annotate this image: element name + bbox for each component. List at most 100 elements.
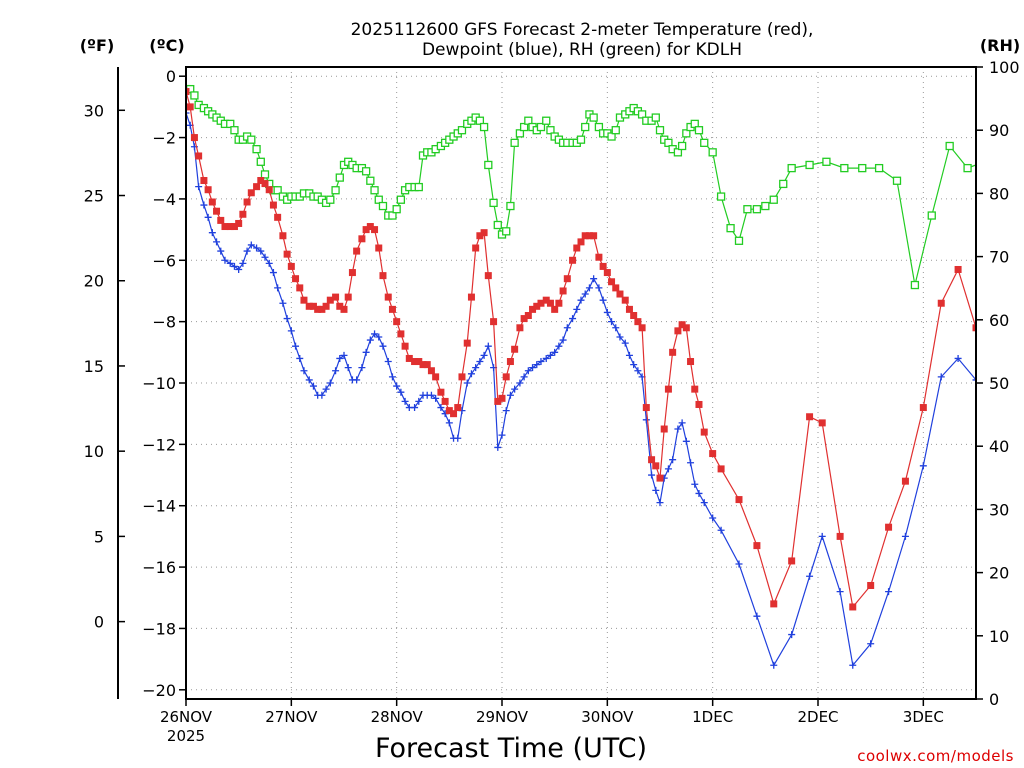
dewpoint-point bbox=[344, 364, 352, 372]
temperature-point bbox=[257, 177, 265, 185]
rh-point bbox=[374, 195, 383, 204]
credit-text: coolwx.com/models bbox=[857, 747, 1014, 765]
rh-point bbox=[769, 195, 778, 204]
celsius-tick-label: −20 bbox=[142, 681, 176, 700]
rh-point bbox=[502, 227, 511, 236]
dewpoint-point bbox=[305, 376, 313, 384]
temperature-point bbox=[638, 324, 646, 332]
dewpoint-point bbox=[954, 354, 962, 362]
dewpoint-point bbox=[849, 661, 857, 669]
temperature-point bbox=[427, 367, 435, 375]
rh-point bbox=[536, 122, 546, 132]
temperature-point bbox=[484, 272, 492, 280]
x-tick-label: 30NOV bbox=[581, 708, 634, 726]
rh-point bbox=[546, 126, 555, 135]
temperature-point bbox=[200, 177, 208, 185]
dewpoint-point bbox=[401, 397, 409, 405]
dewpoint-point bbox=[506, 391, 514, 399]
rh-point bbox=[716, 192, 726, 201]
x-tick-label: 27NOV bbox=[265, 708, 318, 726]
temperature-point bbox=[682, 324, 690, 332]
dewpoint-point bbox=[691, 480, 699, 488]
temperature-point bbox=[642, 404, 650, 412]
dewpoint-point bbox=[695, 489, 703, 497]
temperature-point bbox=[520, 315, 528, 323]
temperature-point bbox=[788, 557, 796, 565]
temperature-point bbox=[423, 361, 431, 369]
celsius-tick-label: −8 bbox=[152, 313, 176, 332]
dewpoint-point bbox=[625, 351, 633, 359]
temperature-point bbox=[213, 207, 221, 215]
rh-point bbox=[787, 163, 796, 173]
dewpoint-point bbox=[353, 376, 361, 384]
temperature-point bbox=[616, 290, 624, 298]
temperature-point bbox=[585, 232, 593, 240]
x-axis-label: Forecast Time (UTC) bbox=[375, 733, 647, 764]
rh-tick-label: 60 bbox=[989, 311, 1009, 330]
temperature-point bbox=[437, 388, 445, 396]
fahrenheit-tick-label: 30 bbox=[84, 101, 104, 120]
rh-point bbox=[542, 116, 551, 125]
temperature-point bbox=[362, 226, 370, 234]
dewpoint-point bbox=[563, 324, 571, 332]
dewpoint-point bbox=[362, 348, 370, 356]
dewpoint-point bbox=[735, 560, 743, 568]
temperature-point bbox=[669, 348, 677, 356]
dewpoint-point bbox=[476, 358, 484, 366]
rh-point bbox=[581, 122, 590, 132]
rh-point bbox=[226, 119, 235, 129]
rh-point bbox=[734, 236, 744, 245]
temperature-point bbox=[634, 318, 642, 326]
x-tick-label: 26NOV bbox=[160, 708, 213, 726]
rh-point bbox=[981, 158, 988, 165]
rh-point bbox=[247, 135, 256, 144]
temperature-point bbox=[265, 186, 273, 194]
dewpoint-point bbox=[472, 364, 480, 372]
temperature-point bbox=[590, 232, 598, 240]
rh-point bbox=[700, 138, 709, 147]
dewpoint-point bbox=[616, 333, 624, 341]
celsius-tick-label: −14 bbox=[142, 497, 176, 516]
dewpoint-point bbox=[326, 379, 334, 387]
celsius-tick-label: −18 bbox=[142, 619, 176, 638]
dewpoint-point bbox=[700, 499, 708, 507]
rh-tick-label: 80 bbox=[989, 184, 1009, 203]
temperature-point bbox=[581, 232, 589, 240]
temperature-point bbox=[332, 293, 340, 301]
temperature-point bbox=[664, 385, 672, 393]
rh-point bbox=[858, 163, 867, 173]
dewpoint-point bbox=[292, 342, 300, 350]
dewpoint-point bbox=[265, 259, 273, 267]
rh-point bbox=[927, 211, 936, 220]
dewpoint-point bbox=[818, 532, 826, 540]
temperature-point bbox=[867, 581, 875, 589]
temperature-point bbox=[366, 223, 374, 231]
temperature-point bbox=[836, 532, 844, 540]
dewpoint-point bbox=[322, 385, 330, 393]
temperature-point bbox=[972, 324, 976, 332]
dewpoint-point bbox=[253, 244, 261, 252]
temperature-point bbox=[454, 404, 462, 412]
dewpoint-point bbox=[332, 367, 340, 375]
temperature-point bbox=[603, 269, 611, 277]
dewpoint-point bbox=[463, 379, 471, 387]
dewpoint-point bbox=[516, 379, 524, 387]
dewpoint-point bbox=[437, 404, 445, 412]
dewpoint-point bbox=[546, 351, 554, 359]
rh-tick-label: 50 bbox=[989, 374, 1009, 393]
rh-point bbox=[479, 122, 489, 132]
rh-point bbox=[822, 157, 831, 166]
temperature-point bbox=[555, 299, 563, 307]
temperature-point bbox=[397, 330, 405, 338]
fahrenheit-tick-label: 5 bbox=[94, 527, 104, 546]
rh-point bbox=[874, 163, 884, 173]
temperature-point bbox=[261, 180, 269, 188]
dewpoint-point bbox=[269, 269, 277, 277]
axes-layer: 0−2−4−6−8−10−12−14−16−18−203025201510501… bbox=[84, 58, 1020, 745]
temperature-point bbox=[551, 305, 559, 313]
rh-point bbox=[506, 201, 515, 211]
series-layer bbox=[186, 84, 988, 669]
dewpoint-point bbox=[669, 456, 677, 464]
dewpoint-point bbox=[235, 265, 243, 273]
temperature-point bbox=[818, 419, 826, 427]
